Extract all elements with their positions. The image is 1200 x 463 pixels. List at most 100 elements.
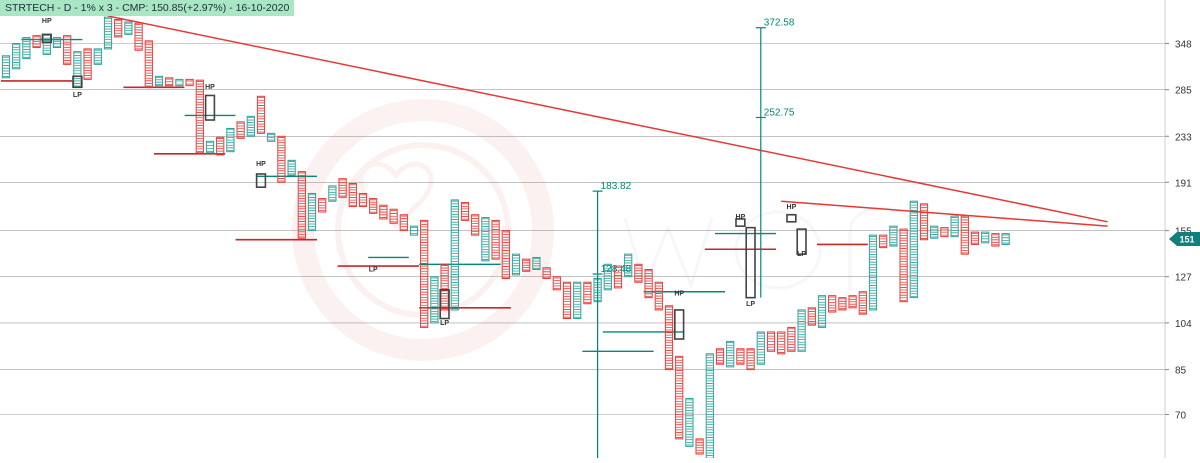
o-column-boxes [778, 332, 785, 353]
o-column-boxes [217, 138, 224, 155]
o-column [114, 19, 123, 38]
o-column-boxes [492, 221, 499, 259]
o-column [838, 297, 847, 311]
trendlines [107, 15, 1108, 227]
x-column [124, 21, 133, 35]
o-column [542, 267, 551, 280]
y-tick-label: 70 [1175, 410, 1187, 421]
hp-lp-box [735, 218, 746, 227]
o-column-boxes [747, 349, 754, 369]
x-column [624, 253, 633, 278]
x-column [267, 132, 276, 142]
hp-lp-label: LP [369, 266, 378, 273]
o-column [195, 79, 204, 154]
x-column [307, 192, 317, 232]
x-column [532, 256, 541, 271]
support-lines [1, 38, 868, 352]
axis-panel [1165, 0, 1200, 458]
projection-label: 372.58 [764, 18, 795, 29]
o-column-boxes [696, 439, 703, 454]
watermark-logo [292, 99, 917, 361]
y-axis: 7085104127155191233285348151 [1164, 0, 1200, 458]
o-column [675, 355, 684, 440]
x-column [93, 48, 102, 65]
price-projections: 183.82 128.48 372.58 252.75 [592, 18, 795, 463]
o-column [297, 171, 306, 239]
o-column-boxes [64, 36, 71, 64]
o-column [165, 77, 174, 87]
o-column-boxes [788, 328, 795, 351]
o-column-boxes [196, 81, 203, 152]
o-column [63, 35, 72, 65]
x-column [685, 398, 694, 447]
o-column-boxes [839, 298, 846, 310]
o-column [879, 234, 888, 249]
x-column-boxes [156, 77, 162, 85]
hp-lp-box [41, 33, 53, 43]
o-column-boxes [390, 210, 397, 223]
o-column [420, 219, 429, 328]
o-column [848, 295, 857, 309]
hp-lp-label: LP [73, 92, 82, 99]
x-column-boxes [482, 218, 489, 260]
x-column [42, 33, 51, 55]
y-tick-label: 348 [1175, 40, 1192, 51]
o-column [715, 348, 725, 365]
x-column-boxes [574, 283, 581, 318]
y-tick-label: 285 [1175, 86, 1192, 97]
x-column-boxes [604, 265, 611, 289]
o-column-boxes [900, 230, 907, 301]
o-column-boxes [441, 265, 448, 310]
o-column [970, 231, 980, 245]
hp-lp-annotations: HP LP HP HP LP LP HP HP LP HP LP [42, 18, 806, 327]
x-column-boxes [329, 186, 336, 201]
x-column-boxes [43, 35, 50, 54]
o-column-boxes [676, 357, 683, 438]
o-column [940, 227, 949, 238]
y-tick-label: 191 [1175, 178, 1192, 189]
x-column [481, 217, 490, 262]
o-column [919, 203, 929, 241]
o-column-boxes [921, 204, 927, 239]
o-column [491, 219, 500, 260]
o-column-boxes [829, 296, 836, 312]
pnf-columns [1, 16, 1010, 463]
o-column-boxes [462, 203, 468, 220]
x-column [430, 276, 439, 324]
o-column [399, 214, 408, 232]
x-column-boxes [451, 200, 458, 310]
o-column-boxes [400, 215, 407, 230]
o-column-boxes [298, 172, 305, 238]
x-column-boxes [176, 80, 183, 85]
hp-lp-label: HP [787, 204, 797, 211]
o-column [746, 348, 755, 371]
x-column [52, 37, 62, 49]
x-column-boxes [54, 38, 60, 47]
hp-lp-box [72, 75, 83, 89]
o-column [277, 135, 286, 183]
o-column-boxes [186, 80, 193, 85]
o-column [369, 198, 378, 214]
trendline [107, 15, 1108, 223]
o-column-boxes [941, 228, 948, 236]
hp-lp-box [255, 173, 267, 188]
gridlines [0, 43, 1165, 415]
o-column-boxes [961, 217, 968, 254]
x-column-boxes [910, 202, 917, 297]
hp-lp-box [786, 213, 797, 223]
o-column [358, 192, 368, 208]
o-column [777, 331, 786, 355]
o-column-boxes [553, 277, 560, 289]
current-price-label: 151 [1179, 234, 1194, 244]
hp-lp-label: LP [797, 251, 806, 258]
o-column [460, 202, 470, 221]
x-column-boxes [625, 255, 632, 276]
x-column [175, 78, 184, 87]
o-column [185, 78, 194, 87]
o-column [583, 281, 592, 305]
hp-lp-box [745, 226, 756, 299]
x-column [1001, 233, 1010, 245]
o-column-boxes [84, 49, 91, 79]
